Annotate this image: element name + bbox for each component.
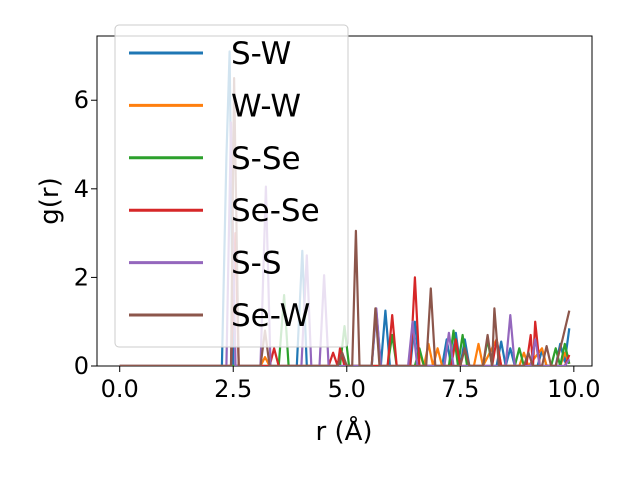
y-axis-label: g(r): [35, 177, 65, 224]
x-tick-label: 7.5: [441, 375, 479, 403]
legend-label: S-W: [231, 36, 291, 72]
y-tick-label: 0: [74, 352, 89, 380]
y-tick-label: 2: [74, 263, 89, 291]
x-tick-label: 5.0: [328, 375, 366, 403]
legend-label: S-Se: [231, 141, 301, 177]
x-tick-label: 0.0: [101, 375, 139, 403]
series-line-se-w: [119, 77, 571, 366]
series-line-se-se: [119, 232, 571, 366]
legend-label: S-S: [231, 246, 282, 282]
legend-label: W-W: [231, 88, 301, 124]
legend-label: Se-Se: [231, 193, 320, 229]
y-axis-ticks: 0 2 4 6: [74, 86, 97, 380]
y-tick-label: 6: [74, 86, 89, 114]
series-line-w-w: [119, 338, 571, 366]
legend: S-W W-W S-Se Se-Se S-S Se-W: [114, 24, 349, 348]
legend-label: Se-W: [231, 298, 310, 334]
x-tick-label: 2.5: [214, 375, 252, 403]
x-axis-ticks: 0.0 2.5 5.0 7.5 10.0: [101, 366, 601, 403]
y-tick-label: 4: [74, 175, 89, 203]
x-axis-label: r (Å): [315, 415, 372, 447]
x-tick-label: 10.0: [547, 375, 600, 403]
